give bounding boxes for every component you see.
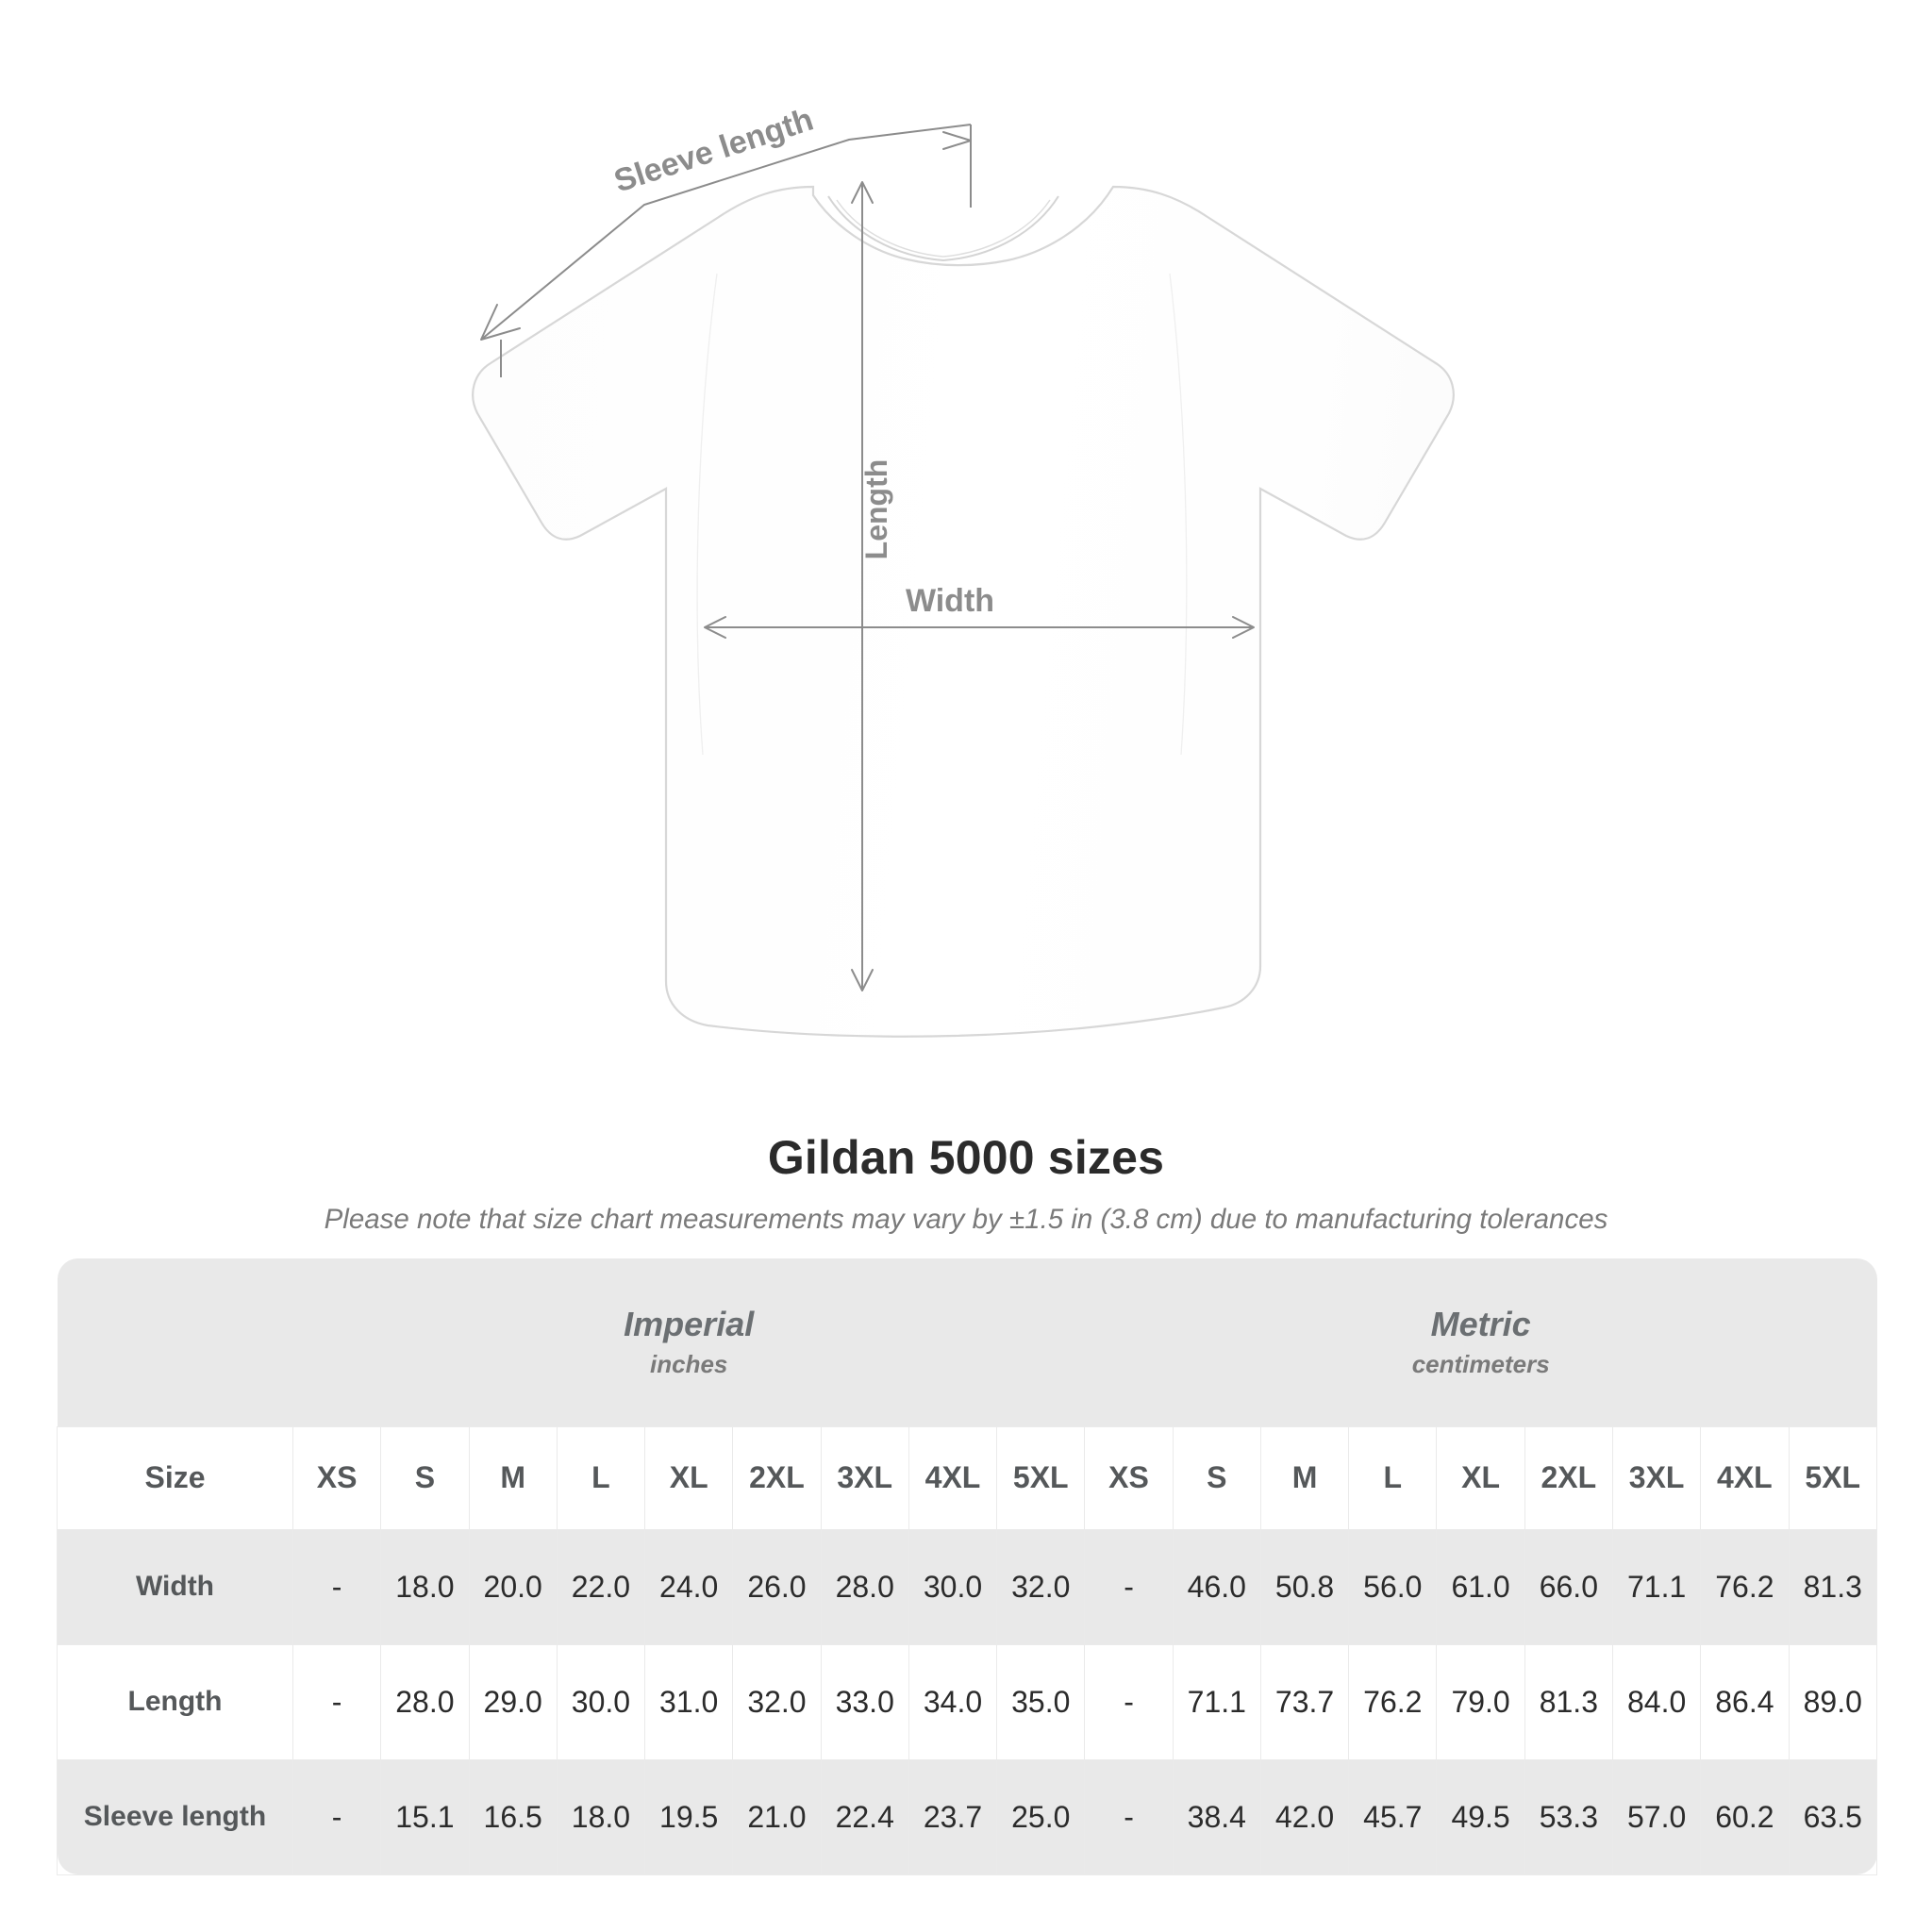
svg-text:Width: Width xyxy=(906,583,994,619)
svg-text:Length: Length xyxy=(859,459,893,560)
svg-text:Sleeve length: Sleeve length xyxy=(609,102,817,200)
